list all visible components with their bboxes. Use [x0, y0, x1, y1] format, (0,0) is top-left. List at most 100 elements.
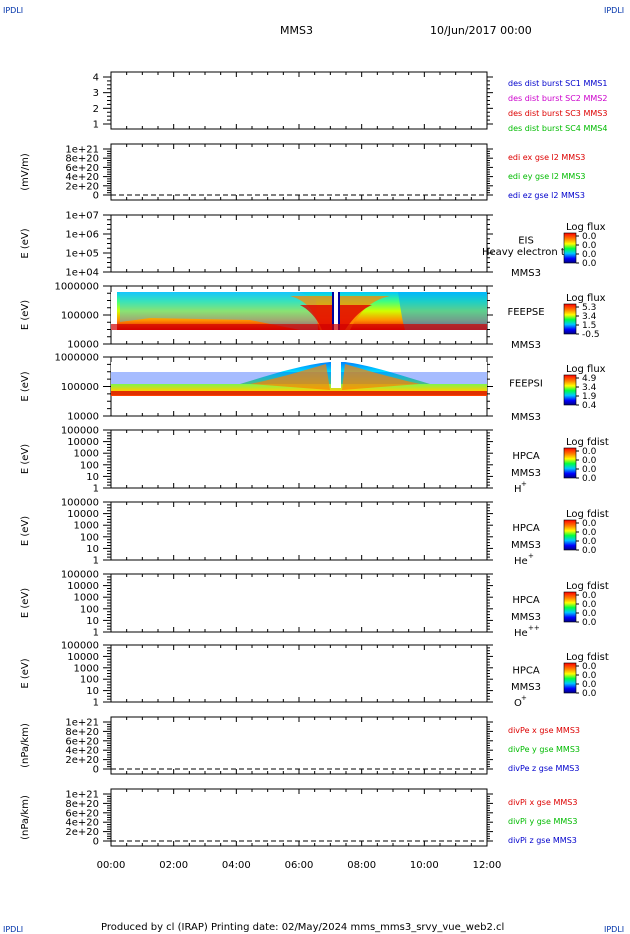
hpca-o-colorbar-title: Log fdist	[566, 652, 609, 663]
hpca-o-ytick-label: 1000	[74, 663, 99, 674]
burst-ytick-label: 3	[93, 88, 99, 99]
panels-group: 4 3 2 1 des dist burst SC1 MMS1 des dist burs…	[20, 71, 609, 871]
hpca-he2-ylabel: E (eV)	[20, 588, 31, 618]
hpca-h-species-label: H	[514, 484, 522, 495]
hpca-he-ytick-label: 100	[80, 532, 99, 543]
feepsi-ytick-label: 1000000	[54, 353, 99, 364]
burst-legend-entry: des dist burst SC3 MMS3	[508, 109, 607, 118]
eis-spacecraft-label: MMS3	[511, 268, 541, 279]
feepse-right-band	[398, 292, 487, 330]
burst-frame	[110, 71, 488, 130]
hpca-o-ytick-label: 10	[86, 686, 99, 697]
feepse-colorbar-value: -0.5	[582, 330, 600, 340]
edi-ytick-label: 6e+20	[65, 163, 99, 174]
divpi-ytick-label: 8e+20	[65, 799, 99, 810]
divpe-ytick-label: 4e+20	[65, 746, 99, 757]
x-tick-label: 12:00	[473, 860, 502, 871]
feepsi-colorbar-value: 1.9	[582, 392, 597, 402]
feepse-instrument-label: FEEPSE	[507, 307, 544, 318]
feepse-colorbar-value: 1.5	[582, 321, 596, 331]
footer-text: Produced by cl (IRAP) Printing date: 02/…	[101, 922, 504, 933]
hpca-h-spacecraft-label: MMS3	[511, 468, 541, 479]
hpca-he2-ytick-label: 100	[80, 604, 99, 615]
hpca-o-colorbar-value: 0.0	[582, 662, 597, 672]
divpi-ytick-label: 2e+20	[65, 827, 99, 838]
hpca-he-species-label: He	[514, 556, 528, 567]
edi-ytick-label: 8e+20	[65, 154, 99, 165]
feepsi-colorbar-value: 3.4	[582, 383, 597, 393]
edi-ytick-label: 0	[93, 191, 99, 202]
eis-ytick-label: 1e+07	[65, 211, 99, 222]
hpca-he2-spacecraft-label: MMS3	[511, 612, 541, 623]
hpca-o-frame	[110, 644, 488, 703]
spacecraft-title: MMS3	[280, 24, 313, 37]
hpca-he-colorbar-value: 0.0	[582, 537, 597, 547]
hpca-o-species-label: O	[514, 698, 522, 709]
feepsi-ytick-label: 10000	[67, 412, 99, 423]
divpe-ytick-label: 1e+21	[65, 718, 99, 729]
hpca-he2-frame	[110, 573, 488, 633]
hpca-o-colorbar-value: 0.0	[582, 671, 597, 681]
hpca-o-colorbar	[563, 662, 577, 694]
divpi-ytick-label: 1e+21	[65, 790, 99, 801]
feepse-colorbar-value: 3.4	[582, 312, 597, 322]
hpca-he-colorbar-title: Log fdist	[566, 509, 609, 520]
hpca-he-instrument-label: HPCA	[512, 523, 540, 534]
corner-label-bottom-left: IPDLI	[3, 925, 23, 934]
hpca-he2-species-label: He	[514, 628, 528, 639]
feepsi-ytick-label: 100000	[61, 382, 99, 393]
feepsi-spacecraft-label: MMS3	[511, 412, 541, 423]
feepsi-instrument-label: FEEPSI	[509, 379, 543, 390]
hpca-he-ytick-label: 100000	[61, 498, 99, 509]
date-title: 10/Jun/2017 00:00	[430, 24, 532, 37]
divpi-ylabel: (nPa/km)	[20, 795, 31, 840]
hpca-he-frame	[110, 501, 488, 561]
hpca-he2-ytick-label: 1000	[74, 593, 99, 604]
feepse-ytick-label: 10000	[67, 340, 99, 351]
hpca-h-ytick-label: 100000	[61, 426, 99, 437]
x-tick-label: 02:00	[159, 860, 188, 871]
hpca-h-ytick-label: 10	[86, 472, 99, 483]
x-tick-label: 10:00	[410, 860, 439, 871]
hpca-h-ytick-label: 1000	[74, 449, 99, 460]
hpca-h-colorbar-value: 0.0	[582, 447, 597, 457]
feepsi-colorbar-value: 0.4	[582, 401, 597, 411]
hpca-o-spacecraft-label: MMS3	[511, 682, 541, 693]
hpca-h-colorbar-value: 0.0	[582, 456, 597, 466]
eis-ytick-label: 1e+06	[65, 230, 99, 241]
divpe-ytick-label: 8e+20	[65, 727, 99, 738]
hpca-he-ytick-label: 10000	[67, 509, 99, 520]
feepsi-colorbar-title: Log flux	[566, 364, 606, 375]
feepsi-spectrogram	[111, 362, 487, 396]
hpca-he2-colorbar-title: Log fdist	[566, 581, 609, 592]
x-tick-label: 00:00	[97, 860, 126, 871]
hpca-h-ytick-label: 1	[93, 484, 99, 495]
hpca-he2-colorbar	[563, 591, 577, 623]
edi-ytick-label: 4e+20	[65, 172, 99, 183]
divpi-legend-entry: divPi y gse MMS3	[508, 817, 577, 826]
eis-frame	[110, 214, 488, 273]
edi-legend-entry: edi ez gse l2 MMS3	[508, 191, 585, 200]
feepse-colorbar	[563, 303, 577, 335]
burst-legend-entry: des dist burst SC1 MMS1	[508, 79, 607, 88]
burst-legend-entry: des dist burst SC2 MMS2	[508, 94, 607, 103]
divpe-ytick-label: 0	[93, 765, 99, 776]
divpi-legend-entry: divPi z gse MMS3	[508, 836, 577, 845]
feepsi-left-plume	[250, 364, 330, 390]
hpca-he-colorbar-value: 0.0	[582, 546, 597, 556]
hpca-o-colorbar-value: 0.0	[582, 680, 597, 690]
hpca-o-ytick-label: 100	[80, 675, 99, 686]
feepse-data-gap-core	[334, 292, 338, 330]
edi-legend-entry: edi ex gse l2 MMS3	[508, 153, 585, 162]
edi-frame	[110, 143, 488, 201]
edi-ylabel: (mV/m)	[20, 153, 31, 191]
hpca-he-species-charge: +	[528, 552, 534, 560]
eis-colorbar-value: 0.0	[582, 259, 597, 269]
hpca-h-ytick-label: 10000	[67, 437, 99, 448]
hpca-he-colorbar-value: 0.0	[582, 528, 597, 538]
hpca-he2-ytick-label: 10	[86, 616, 99, 627]
divpi-ytick-label: 0	[93, 837, 99, 848]
hpca-he-colorbar-value: 0.0	[582, 519, 597, 529]
hpca-h-ytick-label: 100	[80, 460, 99, 471]
eis-colorbar-value: 0.0	[582, 232, 597, 242]
